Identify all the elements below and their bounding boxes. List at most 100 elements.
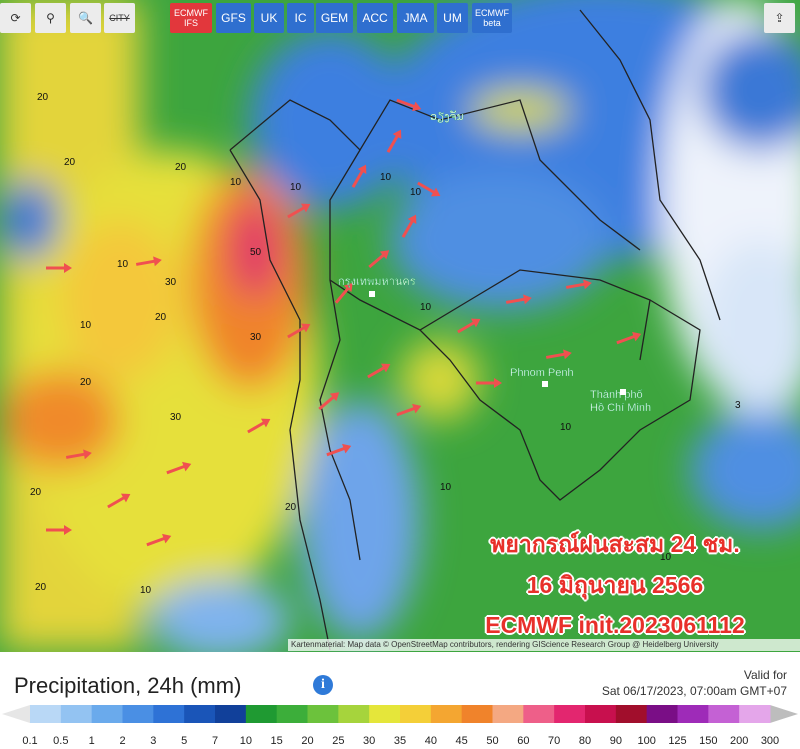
scale-cell (615, 705, 648, 723)
wind-arrow (334, 282, 353, 304)
scale-label: 30 (363, 735, 375, 747)
model-button[interactable]: GEM (316, 3, 353, 33)
contour-label: 10 (380, 172, 392, 183)
contour-label: 10 (140, 585, 152, 596)
contour-label: 10 (80, 320, 92, 331)
scale-label: 70 (548, 735, 560, 747)
model-button[interactable]: ACC (357, 3, 393, 33)
wind-arrow (247, 418, 271, 434)
scale-cell (184, 705, 216, 723)
scale-label: 0.1 (22, 735, 37, 747)
scale-cell (554, 705, 586, 723)
place-label: Phnom Penh (510, 367, 574, 379)
scale-cell (369, 705, 401, 723)
wind-arrow (457, 318, 481, 334)
wind-arrow (65, 449, 92, 460)
place-label: Thành phố (590, 389, 643, 401)
location-button[interactable]: ⚲ (35, 3, 66, 33)
scale-cell (430, 705, 463, 723)
wind-arrow (401, 214, 417, 238)
wind-arrow (326, 443, 352, 457)
contour-label: 20 (80, 377, 92, 388)
scale-label: 25 (332, 735, 344, 747)
wind-arrow (545, 349, 572, 360)
model-button[interactable]: ECMWF beta (472, 3, 512, 33)
wind-arrow (287, 323, 311, 339)
scale-cell (215, 705, 247, 723)
scale-label: 200 (730, 735, 748, 747)
wind-arrow (616, 331, 642, 345)
scale-label: 20 (301, 735, 313, 747)
contour-label: 30 (250, 332, 262, 343)
contour-labels: 20 20 20 10 20 30 50 20 10 10 30 20 30 10 10 10 20 10 10 20… (30, 92, 741, 596)
wind-arrow (386, 129, 402, 153)
refresh-button[interactable]: ⟳ (0, 3, 31, 33)
scale-label: 1 (89, 735, 95, 747)
wind-arrow (565, 279, 592, 290)
contour-label: 10 (410, 187, 422, 198)
contour-label: 20 (64, 157, 76, 168)
scale-cell (60, 705, 93, 723)
model-button[interactable]: GFS (216, 3, 251, 33)
scale-label: 80 (579, 735, 591, 747)
model-button[interactable]: UM (437, 3, 468, 33)
city-marker (369, 291, 375, 297)
contour-label: 20 (155, 312, 167, 323)
scale-label: 15 (271, 735, 283, 747)
city-button[interactable]: CITY (104, 3, 135, 33)
scale-cell (646, 705, 678, 723)
contour-label: 10 (117, 259, 129, 270)
share-button[interactable]: ⇪ (764, 3, 795, 33)
city-marker (542, 381, 548, 387)
model-button[interactable]: UK (254, 3, 284, 33)
scale-cell (677, 705, 709, 723)
map: 20 20 20 10 20 30 50 20 10 10 30 20 30 10 10 10 20 10 10 20… (0, 0, 800, 652)
scale-cell (585, 705, 617, 723)
scale-label: 5 (181, 735, 187, 747)
scale-cell (122, 705, 154, 723)
wind-arrow (107, 493, 131, 509)
contour-label: 20 (175, 162, 187, 173)
scale-label: 10 (240, 735, 252, 747)
scale-cell (307, 705, 339, 723)
scale-cell (461, 705, 493, 723)
wind-arrow (146, 533, 172, 547)
scale-cell (400, 705, 432, 723)
scale-cell (492, 705, 524, 723)
scale-cell (523, 705, 555, 723)
city-marker (620, 389, 626, 395)
scale-arrow-right (770, 705, 798, 723)
overlay-text: ECMWF init.2023061112 (485, 612, 745, 638)
scale-label: 125 (668, 735, 686, 747)
wind-arrow (135, 256, 162, 267)
contour-label: 20 (285, 502, 297, 513)
contour-label: 10 (290, 182, 302, 193)
contour-label: 3 (735, 400, 741, 411)
scale-label: 50 (486, 735, 498, 747)
place-label: Hồ Chí Minh (590, 402, 651, 414)
model-button[interactable]: ECMWF IFS (170, 3, 212, 33)
contour-label: 10 (230, 177, 242, 188)
legend-title: Precipitation, 24h (mm) (14, 673, 242, 698)
valid-for: Valid for (743, 668, 787, 682)
model-button[interactable]: IC (287, 3, 314, 33)
wind-arrow (368, 250, 390, 269)
scale-label: 7 (212, 735, 218, 747)
contour-label: 50 (250, 247, 262, 258)
zoom-button[interactable]: 🔍 (70, 3, 101, 33)
scale-label: 100 (637, 735, 655, 747)
scale-cell (708, 705, 740, 723)
contour-label: 20 (30, 487, 42, 498)
contour-label: 10 (440, 482, 452, 493)
contour-label: 10 (560, 422, 572, 433)
model-button[interactable]: JMA (397, 3, 434, 33)
place-label: กรุงเทพมหานคร (338, 276, 416, 288)
wind-arrow (417, 181, 441, 197)
wind-arrow (166, 461, 192, 475)
scale-label: 35 (394, 735, 406, 747)
info-button[interactable]: i (313, 675, 333, 695)
scale-label: 60 (517, 735, 529, 747)
scale-arrow-left (2, 705, 30, 723)
overlay-text: พยากรณ์ฝนสะสม 24 ชม. (490, 531, 740, 557)
